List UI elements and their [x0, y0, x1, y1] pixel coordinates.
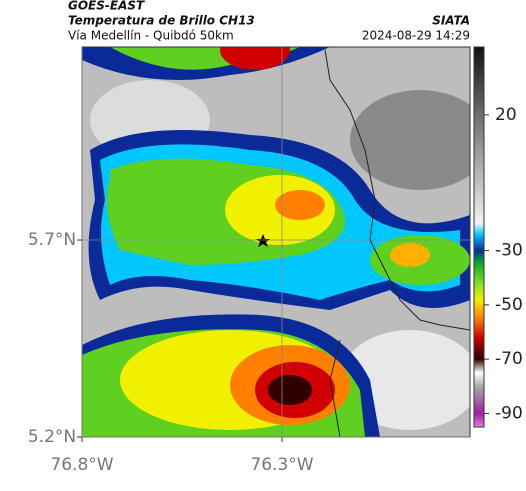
y-tick-label: 5.7°N [28, 230, 76, 250]
y-tick-label: 5.2°N [28, 427, 76, 447]
region: Vía Medellín - Quibdó 50km [68, 29, 234, 43]
colorbar-tick-label: -90 [495, 403, 523, 423]
location-star [256, 234, 270, 247]
satellite-image [82, 47, 470, 437]
colorbar-tick-label: 20 [495, 105, 517, 125]
source: SIATA [432, 14, 470, 28]
datetime: 2024-08-29 14:29 [362, 29, 470, 43]
title: GOES-EAST [68, 0, 145, 13]
colorbar-tick-label: -50 [495, 295, 523, 315]
colorbar-tick-label: -70 [495, 349, 523, 369]
colorbar-tick-label: -30 [495, 241, 523, 261]
x-tick-label: 76.3°W [250, 455, 313, 475]
colorbar [473, 46, 485, 428]
x-tick-label: 76.8°W [50, 455, 113, 475]
subtitle: Temperatura de Brillo CH13 [68, 14, 255, 28]
